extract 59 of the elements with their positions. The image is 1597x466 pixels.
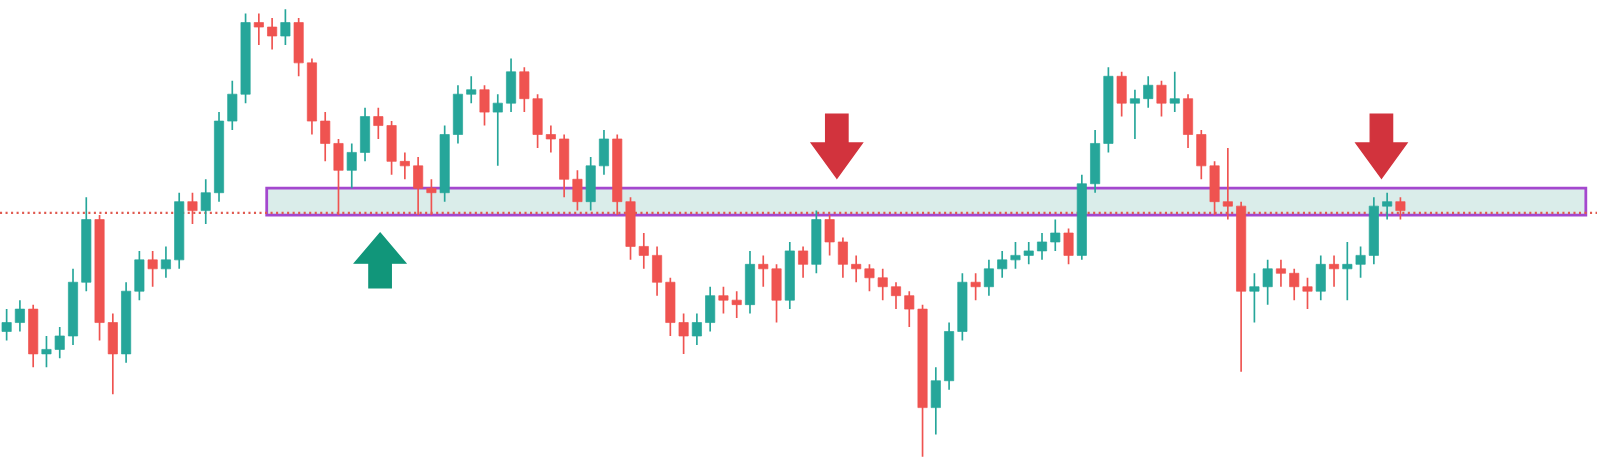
candlestick [1169, 70, 1180, 113]
candlestick [147, 250, 158, 288]
candlestick [1010, 241, 1021, 270]
candlestick [851, 254, 862, 284]
candlestick [426, 178, 437, 216]
candlestick [1355, 245, 1366, 279]
candlestick [1156, 79, 1167, 118]
candlestick [41, 335, 52, 369]
candlestick [492, 93, 503, 167]
candlestick [1289, 267, 1300, 301]
candlestick [718, 285, 729, 315]
candlestick [1063, 227, 1074, 266]
candlestick [864, 263, 875, 293]
candlestick [479, 84, 490, 127]
candlestick [320, 111, 331, 163]
candlestick [824, 214, 835, 257]
candlestick [731, 290, 742, 319]
candlestick [1249, 272, 1260, 324]
candlestick [399, 151, 410, 181]
candlestick [983, 259, 994, 297]
candlestick [891, 281, 901, 310]
candlestick [758, 254, 769, 288]
candlestick [413, 156, 424, 216]
candlestick [877, 267, 888, 301]
candlestick [837, 236, 848, 279]
candlestick [466, 75, 477, 104]
candlestick [1275, 259, 1286, 288]
candlestick [904, 290, 915, 328]
candlestick [678, 312, 689, 355]
candlestick [997, 250, 1008, 279]
candlestick [373, 106, 384, 140]
candlestick [1, 308, 12, 342]
candlestick [970, 272, 981, 301]
candlestick [1037, 232, 1048, 261]
candlestick [572, 169, 583, 212]
candlestick [200, 178, 211, 225]
candlestick [691, 312, 702, 346]
candlestick [1342, 241, 1353, 301]
candlestick [1382, 191, 1393, 221]
candlestick [253, 12, 264, 46]
candlestick [1143, 75, 1154, 109]
candlestick [798, 245, 809, 279]
candlestick [1395, 196, 1406, 221]
candlestick [187, 191, 198, 225]
candlestick [1129, 88, 1140, 140]
candlestick [160, 245, 171, 279]
candlestick [1329, 254, 1340, 288]
candlestick [54, 326, 65, 360]
candlestick [14, 299, 25, 333]
candlestick [638, 232, 649, 270]
candlestick [1302, 276, 1313, 310]
candlestick [1023, 241, 1034, 266]
candlestick [1050, 218, 1061, 252]
candlestick [346, 142, 357, 190]
candlestick [267, 17, 278, 51]
candlestick [280, 8, 291, 46]
candlestick [1222, 147, 1233, 221]
candlestick [545, 124, 556, 154]
candlestick [1262, 259, 1273, 306]
